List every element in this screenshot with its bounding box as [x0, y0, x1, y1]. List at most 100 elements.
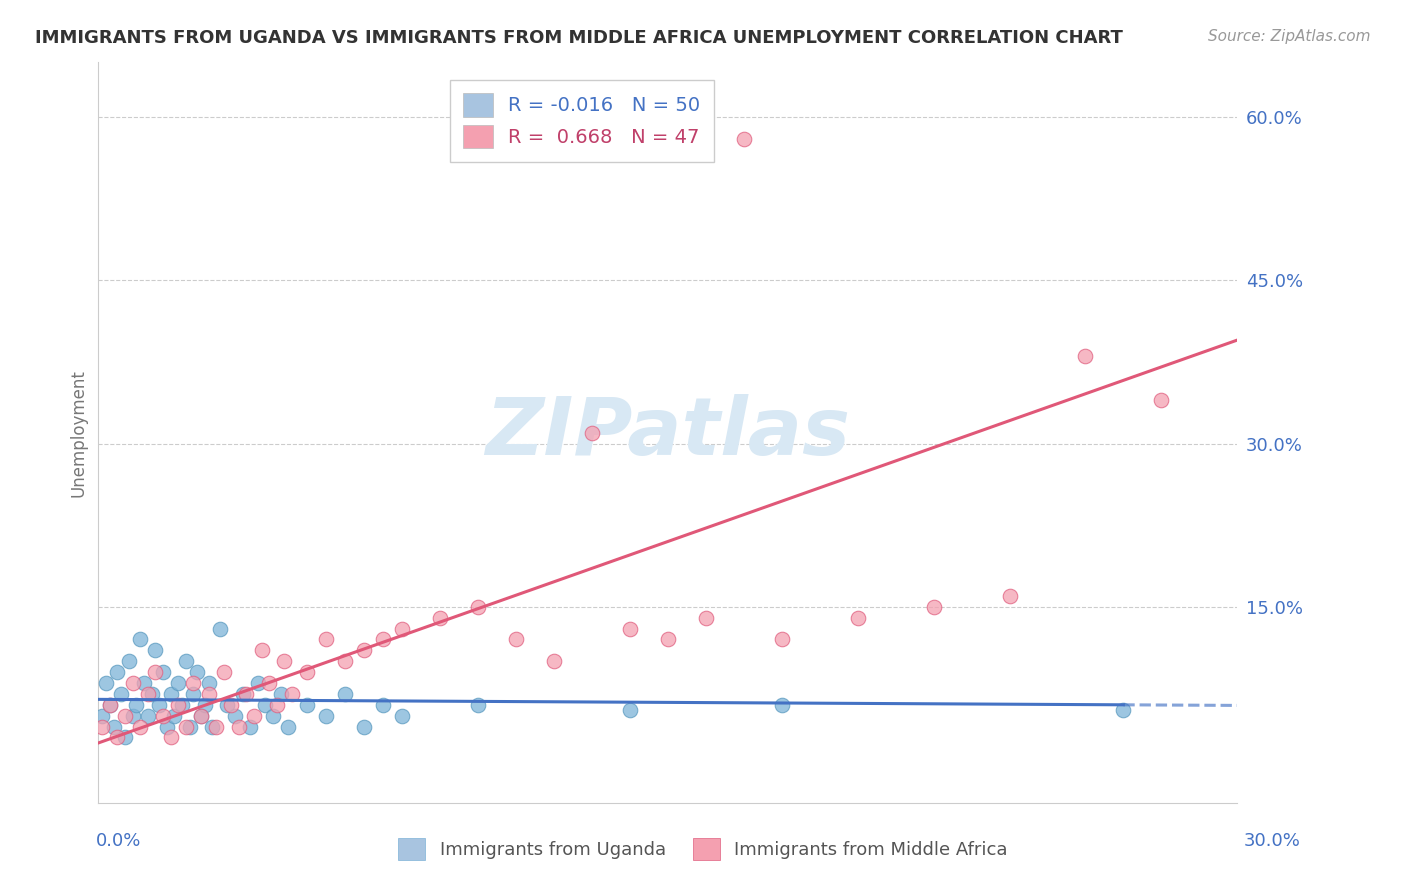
Text: Source: ZipAtlas.com: Source: ZipAtlas.com: [1208, 29, 1371, 44]
Point: [391, 622, 413, 636]
Point: [156, 720, 179, 734]
Point: [281, 687, 304, 701]
Legend: Immigrants from Uganda, Immigrants from Middle Africa: Immigrants from Uganda, Immigrants from …: [391, 830, 1015, 867]
Point: [125, 698, 148, 712]
Point: [770, 698, 793, 712]
Point: [145, 643, 167, 657]
Point: [132, 676, 155, 690]
Point: [467, 698, 489, 712]
Point: [353, 720, 375, 734]
Point: [159, 731, 181, 745]
Point: [239, 720, 262, 734]
Point: [201, 720, 224, 734]
Text: 0.0%: 0.0%: [96, 832, 141, 850]
Point: [208, 622, 231, 636]
Point: [91, 708, 114, 723]
Point: [212, 665, 235, 680]
Text: ZIPatlas: ZIPatlas: [485, 393, 851, 472]
Point: [114, 731, 136, 745]
Point: [141, 687, 163, 701]
Point: [657, 632, 679, 647]
Point: [619, 622, 641, 636]
Point: [254, 698, 277, 712]
Point: [221, 698, 243, 712]
Point: [315, 708, 337, 723]
Point: [1074, 350, 1097, 364]
Point: [152, 665, 174, 680]
Point: [217, 698, 239, 712]
Point: [159, 687, 181, 701]
Point: [235, 687, 257, 701]
Point: [733, 131, 755, 145]
Point: [335, 687, 357, 701]
Point: [170, 698, 193, 712]
Point: [163, 708, 186, 723]
Point: [297, 665, 319, 680]
Point: [183, 687, 205, 701]
Point: [1150, 392, 1173, 407]
Legend: R = -0.016   N = 50, R =  0.668   N = 47: R = -0.016 N = 50, R = 0.668 N = 47: [450, 79, 714, 162]
Point: [315, 632, 337, 647]
Point: [273, 654, 295, 668]
Point: [846, 611, 869, 625]
Point: [998, 589, 1021, 603]
Point: [167, 698, 190, 712]
Point: [262, 708, 284, 723]
Text: 30.0%: 30.0%: [1244, 832, 1301, 850]
Point: [505, 632, 527, 647]
Point: [770, 632, 793, 647]
Point: [183, 676, 205, 690]
Point: [136, 687, 159, 701]
Point: [335, 654, 357, 668]
Point: [371, 698, 394, 712]
Point: [297, 698, 319, 712]
Point: [121, 708, 143, 723]
Point: [205, 720, 228, 734]
Point: [98, 698, 121, 712]
Point: [232, 687, 254, 701]
Point: [190, 708, 212, 723]
Point: [695, 611, 717, 625]
Point: [174, 720, 197, 734]
Point: [467, 599, 489, 614]
Point: [136, 708, 159, 723]
Point: [107, 665, 129, 680]
Point: [114, 708, 136, 723]
Point: [186, 665, 208, 680]
Point: [91, 720, 114, 734]
Point: [581, 425, 603, 440]
Point: [129, 632, 152, 647]
Point: [129, 720, 152, 734]
Point: [243, 708, 266, 723]
Text: IMMIGRANTS FROM UGANDA VS IMMIGRANTS FROM MIDDLE AFRICA UNEMPLOYMENT CORRELATION: IMMIGRANTS FROM UGANDA VS IMMIGRANTS FRO…: [35, 29, 1123, 46]
Point: [250, 643, 273, 657]
Point: [145, 665, 167, 680]
Point: [353, 643, 375, 657]
Point: [228, 720, 250, 734]
Point: [190, 708, 212, 723]
Point: [118, 654, 141, 668]
Point: [103, 720, 125, 734]
Y-axis label: Unemployment: Unemployment: [69, 368, 87, 497]
Point: [266, 698, 288, 712]
Point: [148, 698, 170, 712]
Point: [371, 632, 394, 647]
Point: [179, 720, 201, 734]
Point: [259, 676, 281, 690]
Point: [107, 731, 129, 745]
Point: [174, 654, 197, 668]
Point: [94, 676, 117, 690]
Point: [391, 708, 413, 723]
Point: [167, 676, 190, 690]
Point: [110, 687, 132, 701]
Point: [1112, 703, 1135, 717]
Point: [270, 687, 292, 701]
Point: [429, 611, 451, 625]
Point: [543, 654, 565, 668]
Point: [152, 708, 174, 723]
Point: [224, 708, 246, 723]
Point: [619, 703, 641, 717]
Point: [277, 720, 299, 734]
Point: [98, 698, 121, 712]
Point: [922, 599, 945, 614]
